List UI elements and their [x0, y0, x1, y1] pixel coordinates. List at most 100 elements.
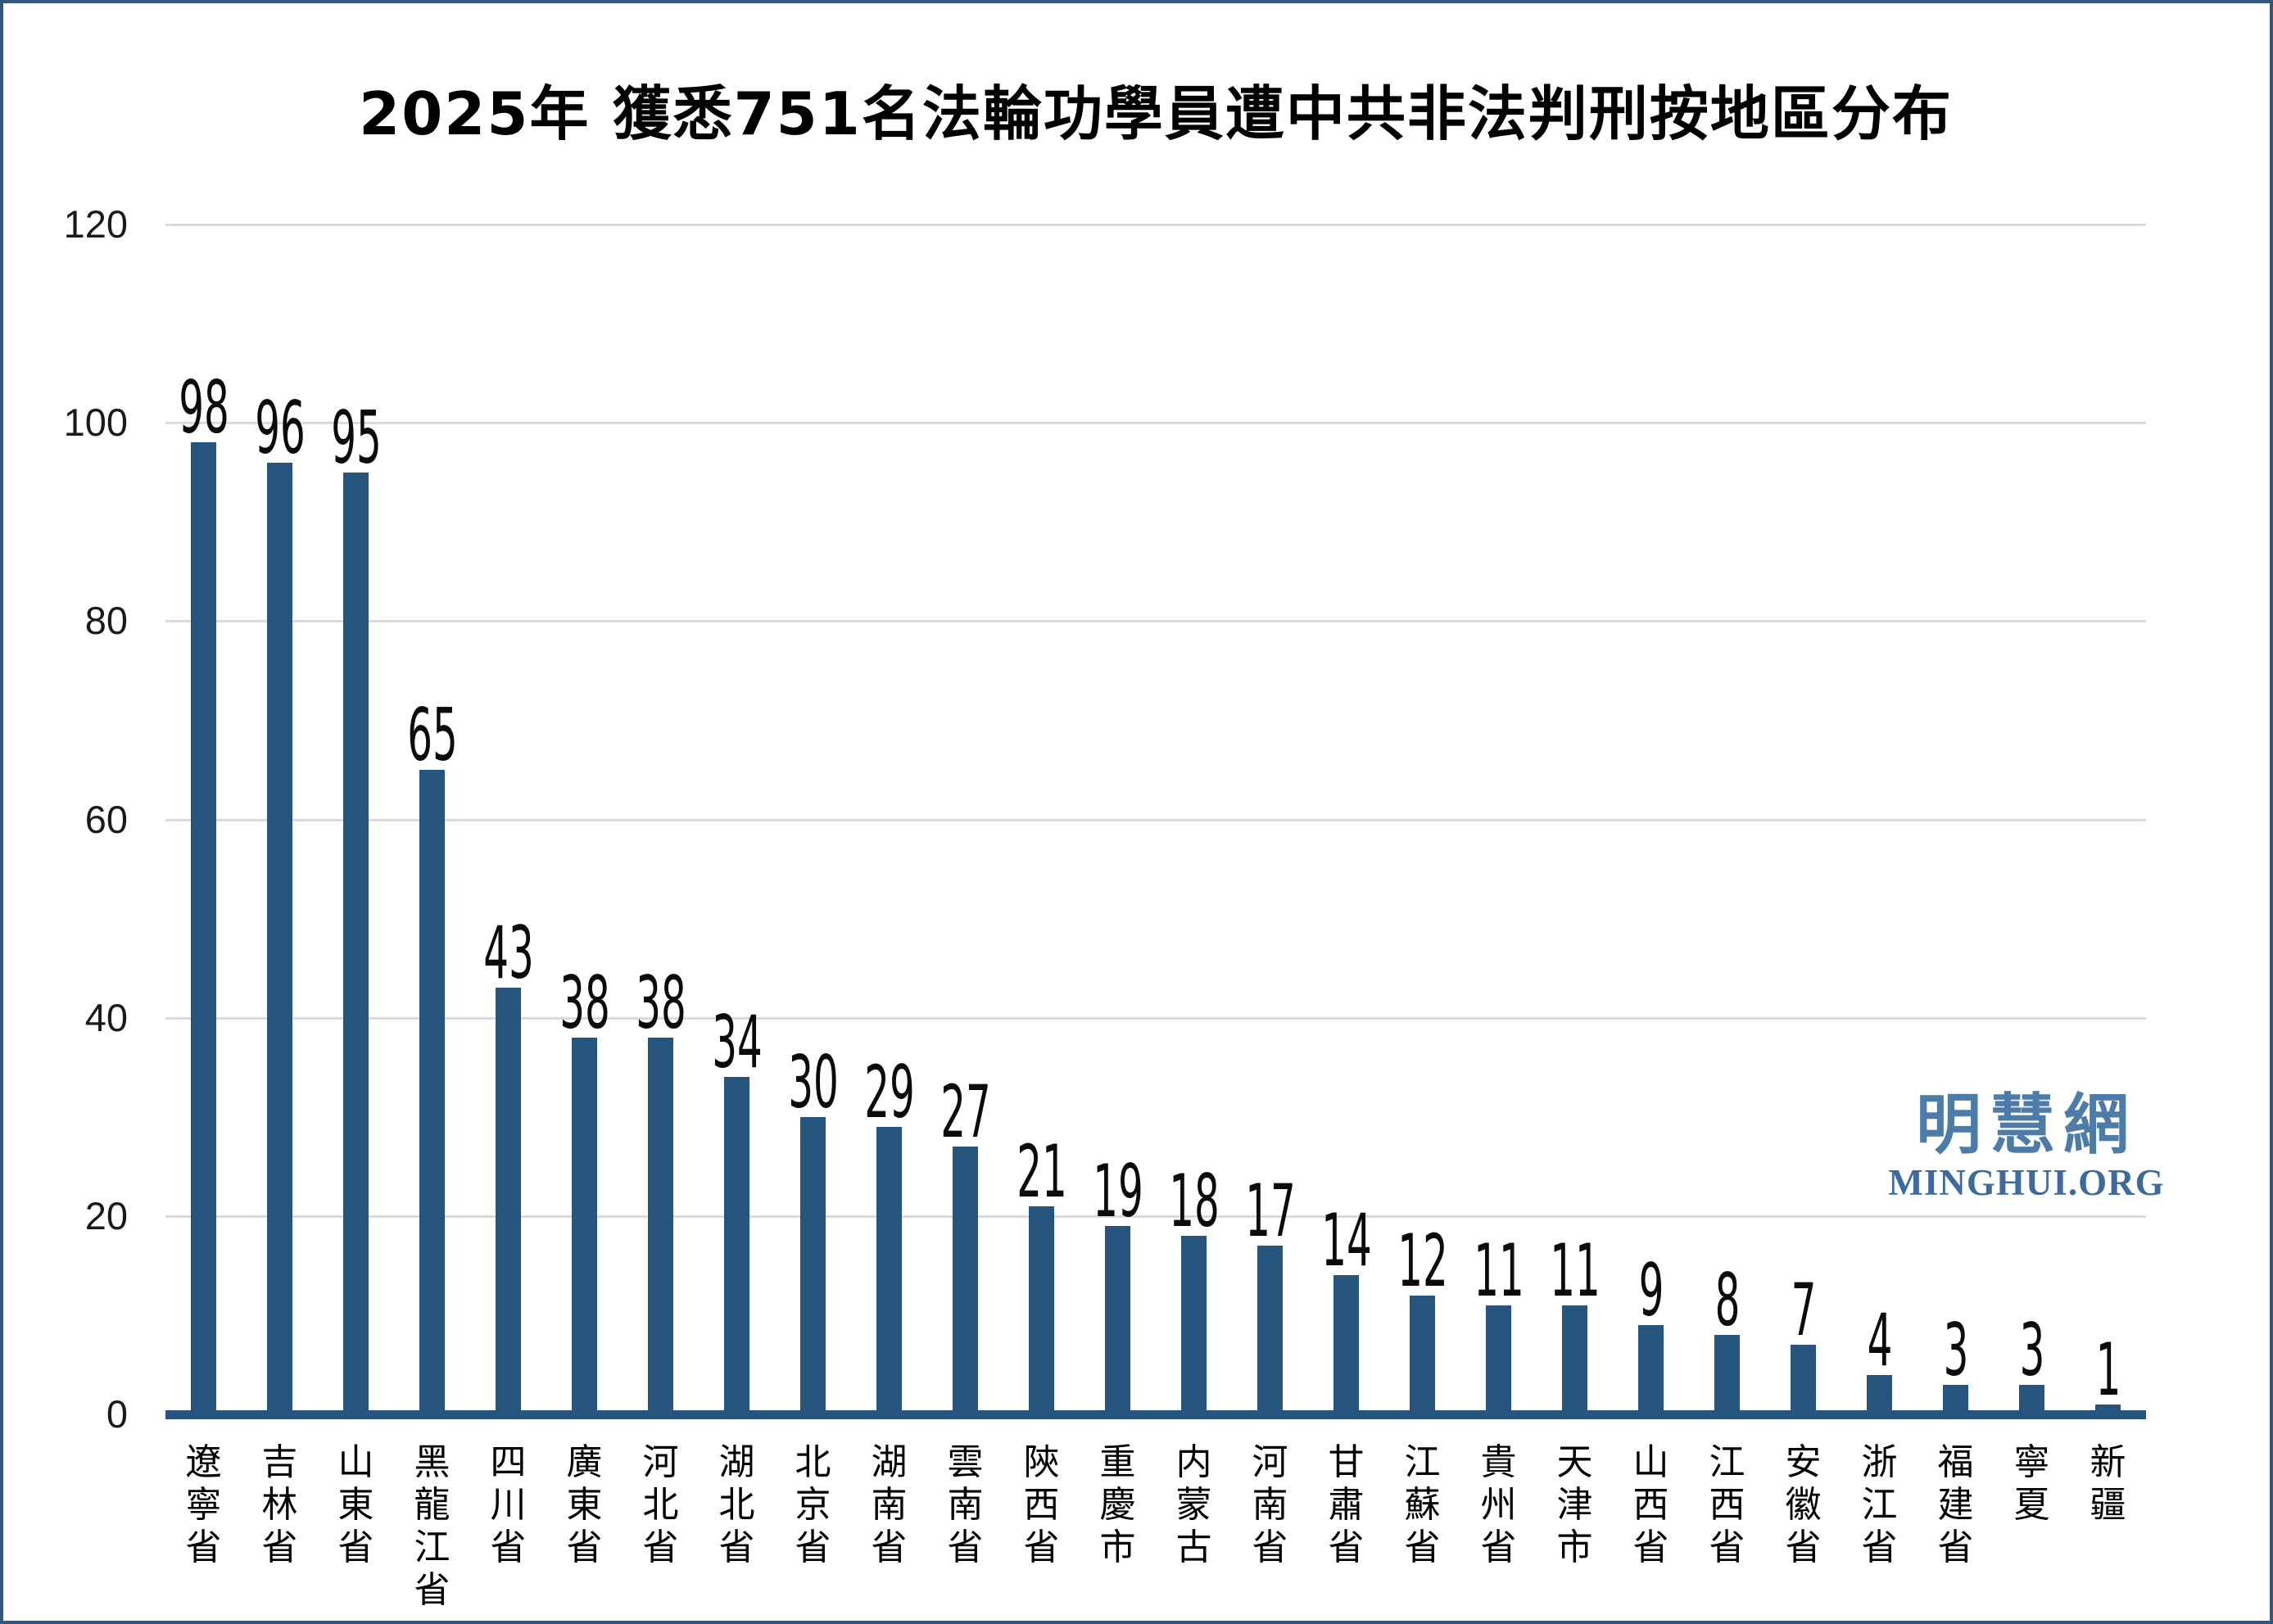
bar [419, 769, 445, 1414]
x-axis-label-char: 江 [1861, 1484, 1898, 1526]
x-axis-label-char: 市 [1556, 1527, 1593, 1568]
y-axis-tick-label: 20 [84, 1193, 128, 1237]
x-axis-label-char: 省 [718, 1527, 755, 1568]
bar [1333, 1275, 1359, 1414]
bar [1029, 1206, 1054, 1414]
x-axis-label-char: 市 [1099, 1527, 1136, 1568]
bar-value-label: 38 [559, 960, 610, 1045]
bar [343, 472, 369, 1414]
x-axis-label-char: 東 [337, 1484, 374, 1526]
x-axis-label: 陝西省 [1017, 1441, 1066, 1569]
minghui-logo-latin-text: MINGHUI.ORG [1888, 1162, 2165, 1203]
x-axis-label-char: 州 [1480, 1484, 1517, 1526]
bar [648, 1037, 673, 1414]
x-axis-label-char: 省 [566, 1527, 603, 1568]
x-axis-label: 江蘇省 [1398, 1441, 1447, 1569]
bar-value-label: 96 [254, 385, 306, 470]
x-axis-label-char: 北 [718, 1484, 755, 1526]
y-axis-tick-label: 120 [63, 202, 128, 246]
bar-value-label: 1 [2095, 1327, 2121, 1412]
x-axis-label-char: 寧 [2013, 1441, 2050, 1483]
bar [1257, 1246, 1283, 1414]
x-axis-label: 安徽省 [1779, 1441, 1828, 1569]
x-axis-label-char: 新 [2090, 1441, 2126, 1483]
bar [953, 1147, 978, 1414]
x-axis-label-char: 南 [947, 1484, 984, 1526]
x-axis-label-char: 浙 [1861, 1441, 1898, 1483]
x-axis-label-char: 津 [1556, 1484, 1593, 1526]
x-axis-label-char: 南 [1252, 1484, 1288, 1526]
x-axis-label-char: 河 [1252, 1441, 1288, 1483]
x-axis-label: 天津市 [1551, 1441, 1600, 1569]
x-axis-label-char: 安 [1785, 1441, 1822, 1483]
plot-area: 0 20 40 60 80 100 120 98 遼寧省 96 吉林省 95 山東省 65 黑龍江省 43 四川… [3, 3, 2270, 1621]
bar-value-label: 43 [482, 911, 534, 996]
x-axis-label-char: 陝 [1023, 1441, 1060, 1483]
x-axis-label-char: 省 [1252, 1527, 1288, 1568]
bar [267, 462, 292, 1414]
x-axis-label: 黑龍江省 [408, 1441, 457, 1612]
bar-value-label: 3 [1943, 1307, 1968, 1392]
x-axis-label: 北京省 [789, 1441, 838, 1569]
bar [1943, 1384, 1968, 1414]
bar-value-label: 18 [1168, 1159, 1220, 1244]
x-axis-line [165, 1410, 2146, 1419]
x-axis-label: 遼寧省 [179, 1441, 229, 1569]
x-axis-label-char: 省 [1861, 1527, 1898, 1568]
gridline-20 [165, 1215, 2146, 1218]
x-axis-label-char: 省 [261, 1527, 298, 1568]
x-axis-label-char: 貴 [1480, 1441, 1517, 1483]
x-axis-label: 廣東省 [560, 1441, 609, 1569]
x-axis-label-char: 廣 [566, 1441, 603, 1483]
x-axis-label-char: 龍 [414, 1484, 451, 1526]
x-axis-label-char: 古 [1175, 1527, 1212, 1568]
x-axis-label-char: 建 [1937, 1484, 1974, 1526]
x-axis-label-char: 省 [947, 1527, 984, 1568]
x-axis-label-char: 遼 [185, 1441, 222, 1483]
chart-title: 2025年 獲悉751名法輪功學員遭中共非法判刑按地區分布 [359, 79, 1953, 148]
x-axis-label-char: 省 [337, 1527, 374, 1568]
x-axis-label-char: 川 [490, 1484, 527, 1526]
x-axis-label-char: 湖 [871, 1441, 908, 1483]
bar-value-label: 98 [178, 365, 229, 450]
x-axis-label-char: 北 [795, 1441, 831, 1483]
x-axis-label-char: 省 [871, 1527, 908, 1568]
x-axis-label-char: 省 [1404, 1527, 1441, 1568]
bar-value-label: 9 [1638, 1248, 1664, 1333]
bar-value-label: 11 [1549, 1228, 1601, 1313]
y-axis-tick-label: 40 [84, 995, 128, 1039]
x-axis-label: 河南省 [1246, 1441, 1295, 1569]
x-axis-label-char: 省 [1328, 1527, 1365, 1568]
x-axis-label-char: 省 [1937, 1527, 1974, 1568]
x-axis-label: 湖北省 [713, 1441, 762, 1569]
x-axis-label: 内蒙古 [1170, 1441, 1219, 1569]
x-axis-label: 四川省 [484, 1441, 533, 1569]
x-axis-label: 新疆 [2084, 1441, 2133, 1527]
x-axis-label-char: 黑 [414, 1441, 451, 1483]
x-axis-label-char: 西 [1632, 1484, 1669, 1526]
bar-value-label: 12 [1397, 1218, 1448, 1303]
x-axis-label: 甘肅省 [1322, 1441, 1371, 1569]
x-axis-label-char: 南 [871, 1484, 908, 1526]
bar [1105, 1225, 1130, 1414]
bar-value-label: 65 [406, 692, 458, 777]
x-axis-label-char: 雲 [947, 1441, 984, 1483]
bar [1410, 1295, 1435, 1414]
gridline-40 [165, 1016, 2146, 1020]
gridline-120 [165, 224, 2146, 226]
x-axis-label-char: 江 [1709, 1441, 1746, 1483]
x-axis-label-char: 山 [1632, 1441, 1669, 1483]
bar [1562, 1305, 1587, 1414]
bar [2019, 1384, 2044, 1414]
x-axis-label-char: 省 [414, 1569, 451, 1611]
bar [724, 1077, 749, 1414]
bar [1181, 1236, 1207, 1414]
bar [191, 442, 216, 1414]
bar-value-label: 29 [863, 1049, 915, 1134]
x-axis-label-char: 甘 [1328, 1441, 1365, 1483]
bar-value-label: 11 [1473, 1228, 1524, 1313]
bar [1867, 1374, 1892, 1414]
x-axis-label: 湖南省 [865, 1441, 914, 1569]
x-axis-label-char: 江 [414, 1527, 451, 1568]
x-axis-label-char: 東 [566, 1484, 603, 1526]
